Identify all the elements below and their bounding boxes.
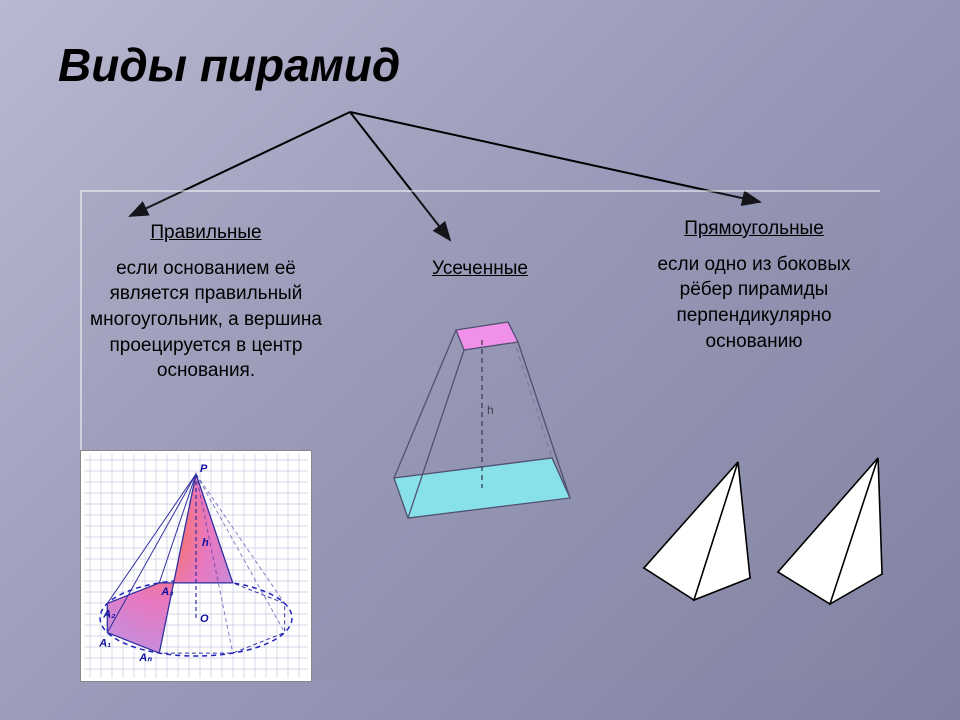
figure-rectangular-pyramids: [630, 448, 900, 618]
column-regular-title: Правильные: [88, 220, 324, 246]
column-rectangular-title: Прямоугольные: [636, 216, 872, 242]
figure-regular-pyramid: P Oh A₁ A₂ A₃ Aₙ: [80, 450, 312, 682]
page-title: Виды пирамид: [58, 38, 400, 92]
column-rectangular: Прямоугольные если одно из боковых рёбер…: [636, 216, 872, 354]
figure-truncated-pyramid: h: [360, 300, 600, 520]
svg-text:h: h: [202, 537, 209, 549]
column-truncated: Усеченные: [400, 256, 560, 292]
svg-text:A₁: A₁: [98, 638, 111, 650]
column-regular-text: если основанием её является правильный м…: [90, 258, 322, 382]
column-regular: Правильные если основанием её является п…: [88, 220, 324, 384]
svg-text:A₃: A₃: [160, 586, 173, 598]
svg-text:O: O: [200, 613, 209, 625]
svg-text:Aₙ: Aₙ: [138, 652, 152, 664]
column-rectangular-text: если одно из боковых рёбер пирамиды перп…: [657, 254, 850, 352]
svg-text:P: P: [200, 463, 208, 475]
svg-text:h: h: [487, 403, 494, 417]
svg-text:A₂: A₂: [102, 608, 115, 620]
column-truncated-title: Усеченные: [400, 256, 560, 282]
